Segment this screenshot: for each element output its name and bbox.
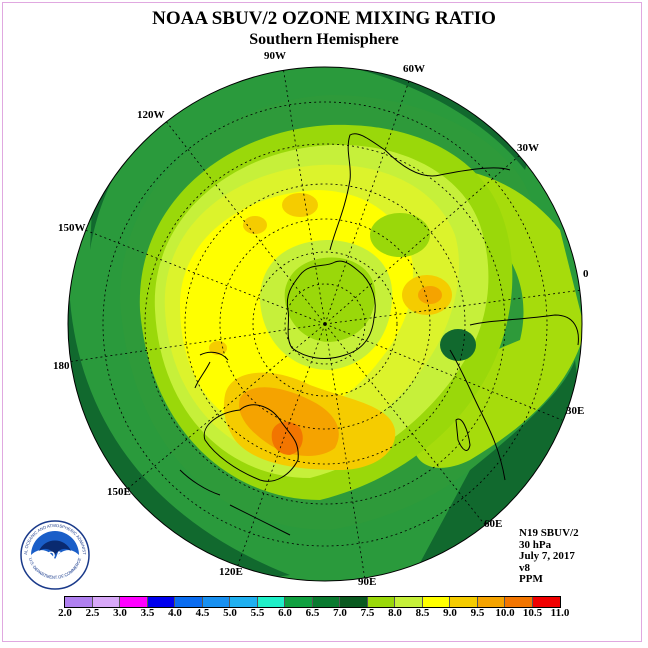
latitude-ring-1 [284,283,366,365]
orange-spot-east-core [418,286,442,304]
colorbar-cell [92,597,120,607]
colorbar-cell [147,597,175,607]
colorbar-cell [367,597,395,607]
max-ozone-core [271,421,303,455]
colorbar-tick-label: 5.5 [250,607,265,619]
lon-label-0: 0 [583,268,589,280]
latitude-ring-2 [252,251,398,397]
meridian-90w [282,67,326,325]
coastlines [179,133,579,536]
colorbar-tick-label: 7.0 [333,607,347,619]
satellite-label: N19 SBUV/2 [519,527,579,539]
colorbar-cell [340,597,368,607]
colorbar-cell [175,597,203,607]
colorbar-tick-label: 9.5 [470,607,485,619]
lime-region-right [380,168,582,468]
colorbar-tick-label: 3.5 [140,607,155,619]
colorbar-tick-label: 7.5 [360,607,375,619]
gold-spot-2 [243,216,267,234]
colorbar-cell [395,597,423,607]
colorbar-cell [257,597,285,607]
meridian-180 [68,323,326,363]
colorbar-cell [450,597,478,607]
colorbar-cell [505,597,533,607]
colorbar-tick-labels: 2.0 2.5 3.0 3.5 4.0 4.5 5.0 5.5 6.0 6.5 7.0 7.5 8.0 8… [50,607,610,621]
colorbar-cell [65,597,93,607]
antarctica-coast [286,260,376,359]
colorbar-cell [422,597,450,607]
africa-coast [449,314,579,481]
lon-label-30w: 30W [517,142,539,154]
dark-orange-region [239,387,339,456]
noaa-logo: NOAA NATIONAL OCEANIC AND ATMOSPHERIC AD… [19,519,90,590]
colorbar-tick-label: 11.0 [550,607,570,619]
colorbar-tick-label: 4.5 [195,607,210,619]
pressure-level-label: 30 hPa [519,538,552,551]
lon-label-120w: 120W [137,109,165,121]
lon-label-180: 180 [53,360,70,372]
colorbar-tick-label: 8.5 [415,607,430,619]
colorbar-tick-label: 2.5 [85,607,100,619]
colorbar-tick-label: 3.0 [113,607,127,619]
colorbar-tick-label: 10.5 [522,607,543,619]
madagascar-coast [455,418,471,451]
lon-label-60e: 60E [484,518,503,530]
figure-frame [2,2,642,642]
dark-green-spot [440,329,476,361]
colorbar-tick-label: 6.5 [305,607,320,619]
indonesia-coast [179,469,291,536]
australia-coast [203,404,299,482]
meridian-30w [324,154,521,325]
graticule [68,67,582,581]
colorbar-tick-label: 6.0 [278,607,292,619]
meridian-60w [324,77,411,325]
lon-label-150w: 150W [58,222,86,234]
latitude-ring-4 [184,183,466,465]
lon-label-60w: 60W [403,63,425,75]
south-america-coast [329,133,511,251]
colorbar-tick-label: 5.0 [223,607,237,619]
product-info: N19 SBUV/2 30 hPa July 7, 2017 v8 PPM [519,527,579,586]
vortex-green [284,257,376,342]
lon-label-30e: 30E [566,405,585,417]
colorbar-cell [477,597,505,607]
lon-label-150e: 150E [107,486,131,498]
lon-label-90w: 90W [264,50,286,62]
ozone-field [68,67,582,581]
colorbar-cell [202,597,230,607]
colorbar-tick-label: 9.0 [443,607,457,619]
colorbar-tick-label: 4.0 [168,607,182,619]
map-title: NOAA SBUV/2 OZONE MIXING RATIO [152,8,496,29]
new-zealand-coast [194,351,229,389]
green-patch-south-america [370,213,430,257]
colorbar-cell [230,597,258,607]
colorbar-cell [120,597,148,607]
colorbar-tick-label: 10.0 [495,607,515,619]
units-label: PPM [519,573,543,585]
gold-spot-1 [282,193,318,217]
meridian-90e [324,323,366,581]
latitude-ring-5 [144,143,506,505]
version-label: v8 [519,561,530,574]
colorbar-tick-label: 2.0 [58,607,72,619]
gold-spot-3 [209,341,227,355]
map-border [67,66,583,582]
colorbar-tick-label: 8.0 [388,607,402,619]
noaa-logo-text: NOAA [39,550,71,562]
meridian-120w [164,119,326,325]
map-subtitle: Southern Hemisphere [249,31,399,48]
date-label: July 7, 2017 [519,550,575,562]
meridian-0 [324,289,582,325]
colorbar [64,596,561,608]
latitude-ring-6 [102,101,548,547]
colorbar-cell [532,597,560,607]
colorbar-cell [312,597,340,607]
lon-label-90e: 90E [358,576,377,588]
lon-label-120e: 120E [219,566,243,578]
latitude-ring-3 [219,218,431,430]
colorbar-cell [285,597,313,607]
